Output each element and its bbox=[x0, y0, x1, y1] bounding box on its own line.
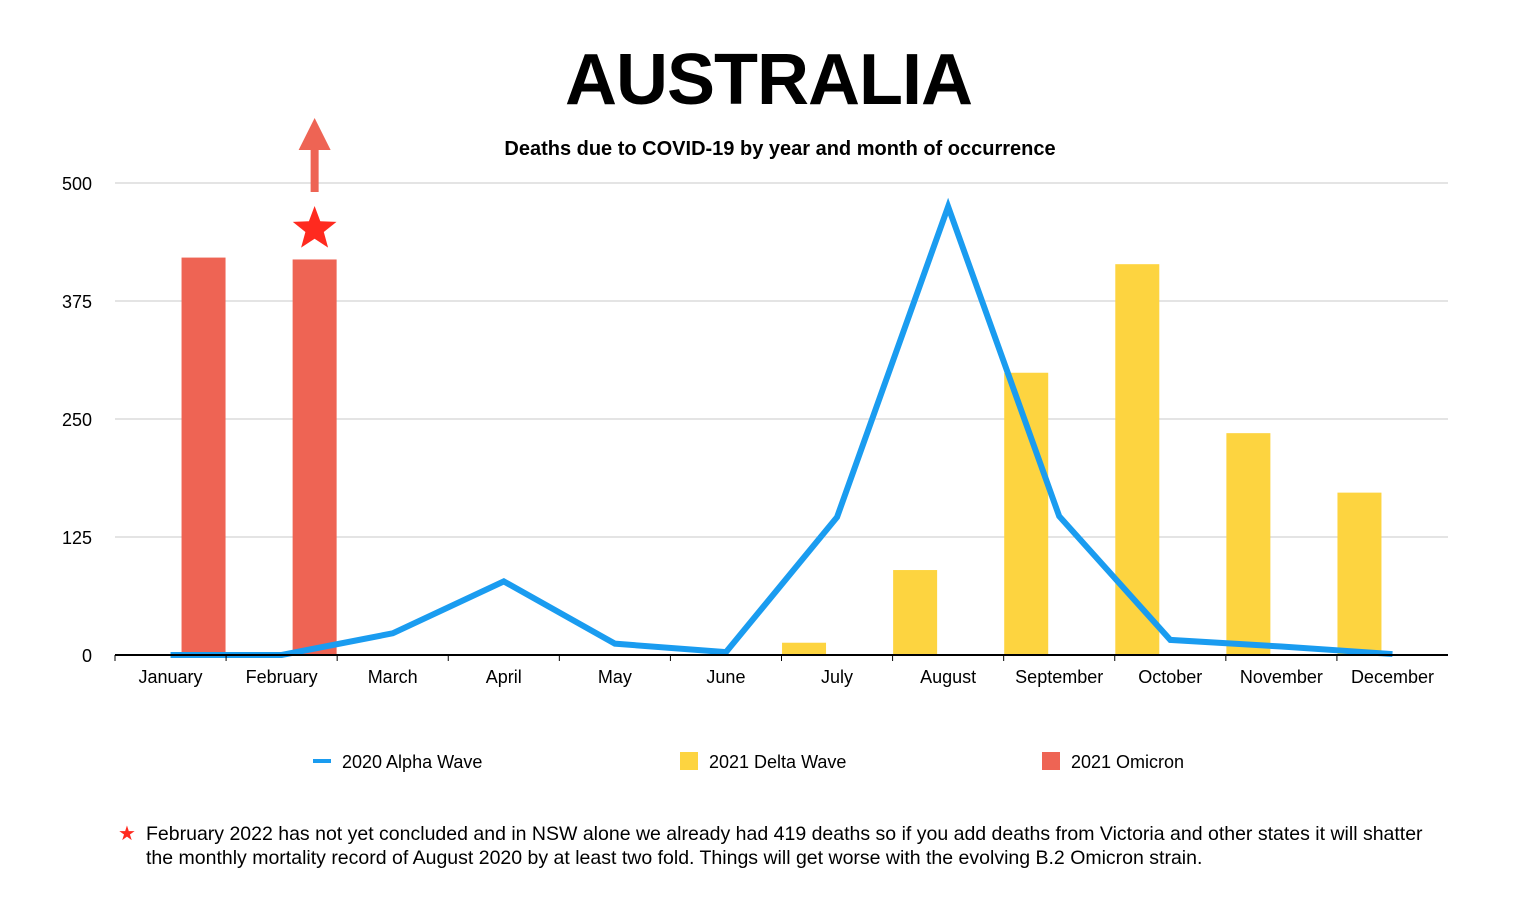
x-tick-label: February bbox=[246, 667, 318, 687]
bar-2021-delta-wave-september bbox=[1004, 372, 1049, 655]
legend-swatch-2021-omicron bbox=[1042, 752, 1060, 770]
x-tick-label: June bbox=[706, 667, 745, 687]
x-tick-label: October bbox=[1138, 667, 1202, 687]
x-tick-label: May bbox=[598, 667, 632, 687]
y-tick-label: 375 bbox=[62, 292, 92, 312]
x-tick-label: March bbox=[368, 667, 418, 687]
bar-2021-delta-wave-december bbox=[1337, 492, 1382, 655]
y-axis-tick-labels: 0 125 250 375 500 bbox=[62, 174, 92, 666]
legend-label: 2020 Alpha Wave bbox=[342, 752, 482, 772]
chart-subtitle: Deaths due to COVID-19 by year and month… bbox=[504, 138, 1055, 160]
x-tick-label: July bbox=[821, 667, 853, 687]
x-axis-tick-labels: January February March April May June July Augu… bbox=[139, 667, 1434, 687]
line-series bbox=[170, 197, 1393, 658]
legend-swatch-2021-delta-wave bbox=[680, 752, 698, 770]
bar-2021-delta-wave-august bbox=[893, 570, 938, 655]
legend: 2020 Alpha Wave 2021 Delta Wave 2021 Omicr… bbox=[313, 752, 1184, 772]
x-tick-label: December bbox=[1351, 667, 1434, 687]
legend-label: 2021 Omicron bbox=[1071, 752, 1184, 772]
y-tick-label: 500 bbox=[62, 174, 92, 194]
bar-2021-delta-wave-july bbox=[782, 642, 827, 655]
x-tick-label: September bbox=[1015, 667, 1103, 687]
up-arrow-icon bbox=[298, 118, 331, 150]
bar-2021-delta-wave-october bbox=[1115, 264, 1160, 655]
bar-2021-delta-wave-november bbox=[1226, 433, 1271, 655]
y-tick-label: 125 bbox=[62, 528, 92, 548]
footnote-text: February 2022 has not yet concluded and … bbox=[146, 823, 1423, 869]
x-tick-label: August bbox=[920, 667, 976, 687]
y-tick-label: 0 bbox=[82, 646, 92, 666]
legend-label: 2021 Delta Wave bbox=[709, 752, 846, 772]
x-tick-label: November bbox=[1240, 667, 1323, 687]
bar-2021-omicron-january bbox=[181, 257, 226, 655]
x-tick-label: January bbox=[139, 667, 203, 687]
bar-2021-omicron-february bbox=[292, 259, 337, 655]
star-icon bbox=[292, 206, 337, 248]
annotations bbox=[292, 118, 337, 248]
bars bbox=[115, 257, 1382, 655]
footnote: ★ February 2022 has not yet concluded an… bbox=[118, 822, 1438, 870]
y-tick-label: 250 bbox=[62, 410, 92, 430]
gridlines bbox=[115, 182, 1448, 538]
x-tick-label: April bbox=[486, 667, 522, 687]
x-axis bbox=[114, 654, 1448, 661]
star-icon: ★ bbox=[118, 823, 136, 845]
chart-title: AUSTRALIA bbox=[565, 40, 973, 120]
series-line-2020-alpha-wave bbox=[170, 197, 1393, 658]
